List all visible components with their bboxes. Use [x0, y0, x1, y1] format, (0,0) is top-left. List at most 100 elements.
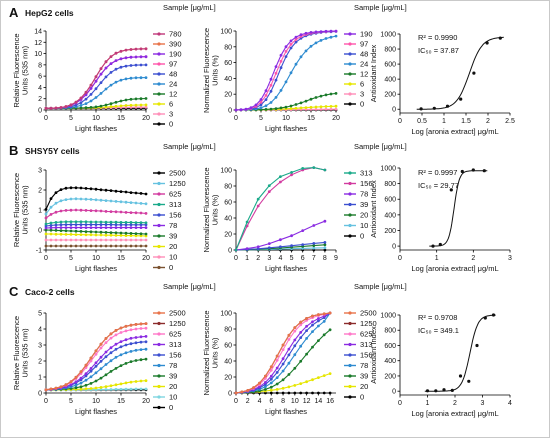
series-point-2500 [234, 391, 238, 395]
series-point-156 [124, 223, 128, 227]
series-point-313 [256, 197, 260, 201]
legend-label-156: 156 [360, 179, 373, 188]
series-point-2500 [139, 192, 143, 195]
series-point-2500 [64, 186, 68, 190]
series-point-625 [264, 377, 267, 380]
x-axis-label: Log [aronia extract] μg/mL [411, 127, 498, 136]
x-tick-label: 6 [301, 255, 305, 262]
y-tick-label: 800 [384, 47, 396, 54]
x-tick-label: 0 [44, 115, 48, 122]
series-point-156 [311, 323, 314, 327]
series-point-780 [59, 106, 63, 109]
data-point [438, 242, 442, 247]
series-point-78 [54, 226, 58, 230]
series-point-20 [328, 372, 332, 375]
series-point-12 [334, 92, 338, 95]
series-point-2500 [144, 192, 148, 196]
series-point-1250 [139, 202, 143, 205]
series-point-2500 [124, 324, 128, 328]
series-point-156 [74, 223, 78, 227]
series-point-1250 [49, 205, 53, 209]
series-point-39 [109, 231, 113, 235]
y-tick-label: 1000 [380, 166, 396, 173]
ic50-annotation: IC₅₀ = 37.87 [418, 46, 459, 55]
series-point-190 [144, 55, 148, 59]
legend-marker-0 [157, 265, 161, 270]
series-point-10 [59, 238, 63, 242]
series-point-156 [119, 223, 123, 227]
series-point-2500 [119, 190, 123, 194]
series-point-48 [94, 87, 98, 91]
series-point-20 [74, 233, 78, 237]
series-point-190 [99, 72, 103, 76]
series-point-156 [84, 374, 88, 378]
y-tick-label: 4 [38, 327, 42, 334]
series-point-156 [305, 329, 308, 332]
x-tick-label: 0 [398, 118, 402, 125]
series-point-10 [104, 388, 108, 391]
series-point-20 [104, 385, 108, 388]
series-point-78 [44, 226, 48, 230]
x-axis-label: Light flashes [75, 124, 117, 133]
series-point-20 [94, 386, 98, 390]
legend-label-6: 6 [169, 100, 173, 109]
x-tick-label: 10 [92, 115, 100, 122]
series-point-6 [109, 105, 113, 109]
series-point-313 [99, 355, 103, 359]
series-point-78 [299, 344, 303, 348]
legend-label-1250: 1250 [360, 319, 377, 328]
series-point-780 [84, 90, 88, 94]
series-point-625 [104, 341, 108, 344]
series-point-2500 [328, 311, 332, 315]
y-tick-label: 2 [38, 188, 42, 195]
series-point-12 [279, 106, 283, 110]
data-point [459, 97, 463, 101]
y-tick-label: 400 [384, 77, 396, 84]
y-axis-label-line: Units (%) [211, 194, 220, 225]
series-point-20 [124, 381, 128, 385]
series-point-6 [139, 103, 143, 107]
data-point [450, 388, 454, 392]
legend-marker-39 [348, 374, 352, 378]
series-point-313 [312, 166, 316, 170]
series-point-78 [99, 367, 103, 371]
series-point-78 [305, 337, 308, 340]
x-tick-label: 6 [269, 398, 273, 405]
series-point-313 [84, 372, 88, 375]
series-point-190 [119, 57, 123, 61]
legend-marker-78 [157, 223, 161, 228]
series-point-78 [290, 234, 293, 238]
x-tick-label: 2 [453, 400, 457, 407]
series-point-24 [309, 44, 313, 48]
series-point-2500 [134, 323, 138, 326]
series-point-10 [129, 387, 133, 391]
series-point-48 [104, 75, 108, 79]
series-point-3 [314, 108, 318, 111]
legend-label-24: 24 [360, 60, 368, 69]
series-point-20 [54, 232, 58, 236]
series-point-39 [269, 385, 273, 389]
series-point-313 [139, 221, 143, 225]
series-point-39 [301, 243, 305, 247]
series-point-20 [84, 233, 88, 237]
series-point-39 [104, 373, 108, 377]
series-point-39 [264, 388, 267, 391]
data-point [460, 169, 464, 174]
legend-marker-0 [348, 234, 352, 238]
series-point-156 [293, 344, 297, 348]
series-point-10 [144, 387, 148, 391]
x-tick-label: 1 [426, 400, 430, 407]
data-point [482, 169, 486, 173]
series-point-78 [59, 226, 63, 230]
legend-label-2500: 2500 [169, 169, 186, 178]
series-point-190 [134, 55, 138, 59]
series-point-39 [89, 230, 93, 234]
series-point-78 [322, 320, 326, 323]
series-point-20 [104, 233, 108, 237]
series-point-12 [94, 105, 98, 109]
series-point-6 [119, 104, 123, 108]
series-point-3 [334, 107, 338, 111]
series-point-39 [287, 373, 291, 376]
series-point-39 [114, 231, 118, 235]
